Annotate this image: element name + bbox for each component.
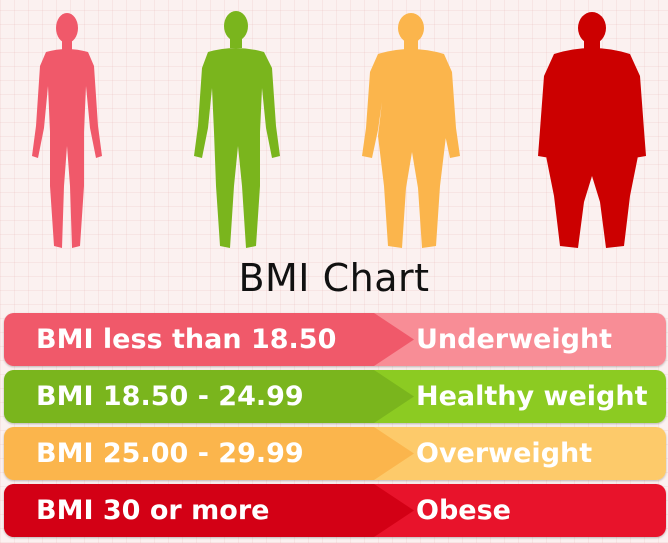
healthy-figure (194, 11, 280, 248)
bmi-category-label: Healthy weight (416, 381, 648, 412)
range-segment (4, 484, 414, 537)
bmi-range-label: BMI less than 18.50 (36, 324, 337, 355)
range-segment (4, 370, 414, 423)
bmi-table: BMI less than 18.50 Underweight BMI 18.5… (4, 313, 666, 541)
bmi-category-label: Underweight (416, 324, 613, 355)
chart-title: BMI Chart (238, 256, 430, 300)
obese-figure (538, 12, 646, 248)
bmi-category-label: Obese (416, 495, 511, 526)
bmi-row-healthy: BMI 18.50 - 24.99 Healthy weight (4, 370, 666, 423)
body-figures (0, 0, 668, 260)
bmi-row-underweight: BMI less than 18.50 Underweight (4, 313, 666, 366)
bmi-row-overweight: BMI 25.00 - 29.99 Overweight (4, 427, 666, 480)
range-segment (4, 313, 414, 366)
bmi-range-label: BMI 30 or more (36, 495, 270, 526)
underweight-figure (32, 13, 102, 248)
bmi-range-label: BMI 18.50 - 24.99 (36, 381, 304, 412)
overweight-figure (362, 13, 460, 248)
range-segment (4, 427, 414, 480)
bmi-row-obese: BMI 30 or more Obese (4, 484, 666, 537)
bmi-category-label: Overweight (416, 438, 593, 469)
bmi-range-label: BMI 25.00 - 29.99 (36, 438, 304, 469)
